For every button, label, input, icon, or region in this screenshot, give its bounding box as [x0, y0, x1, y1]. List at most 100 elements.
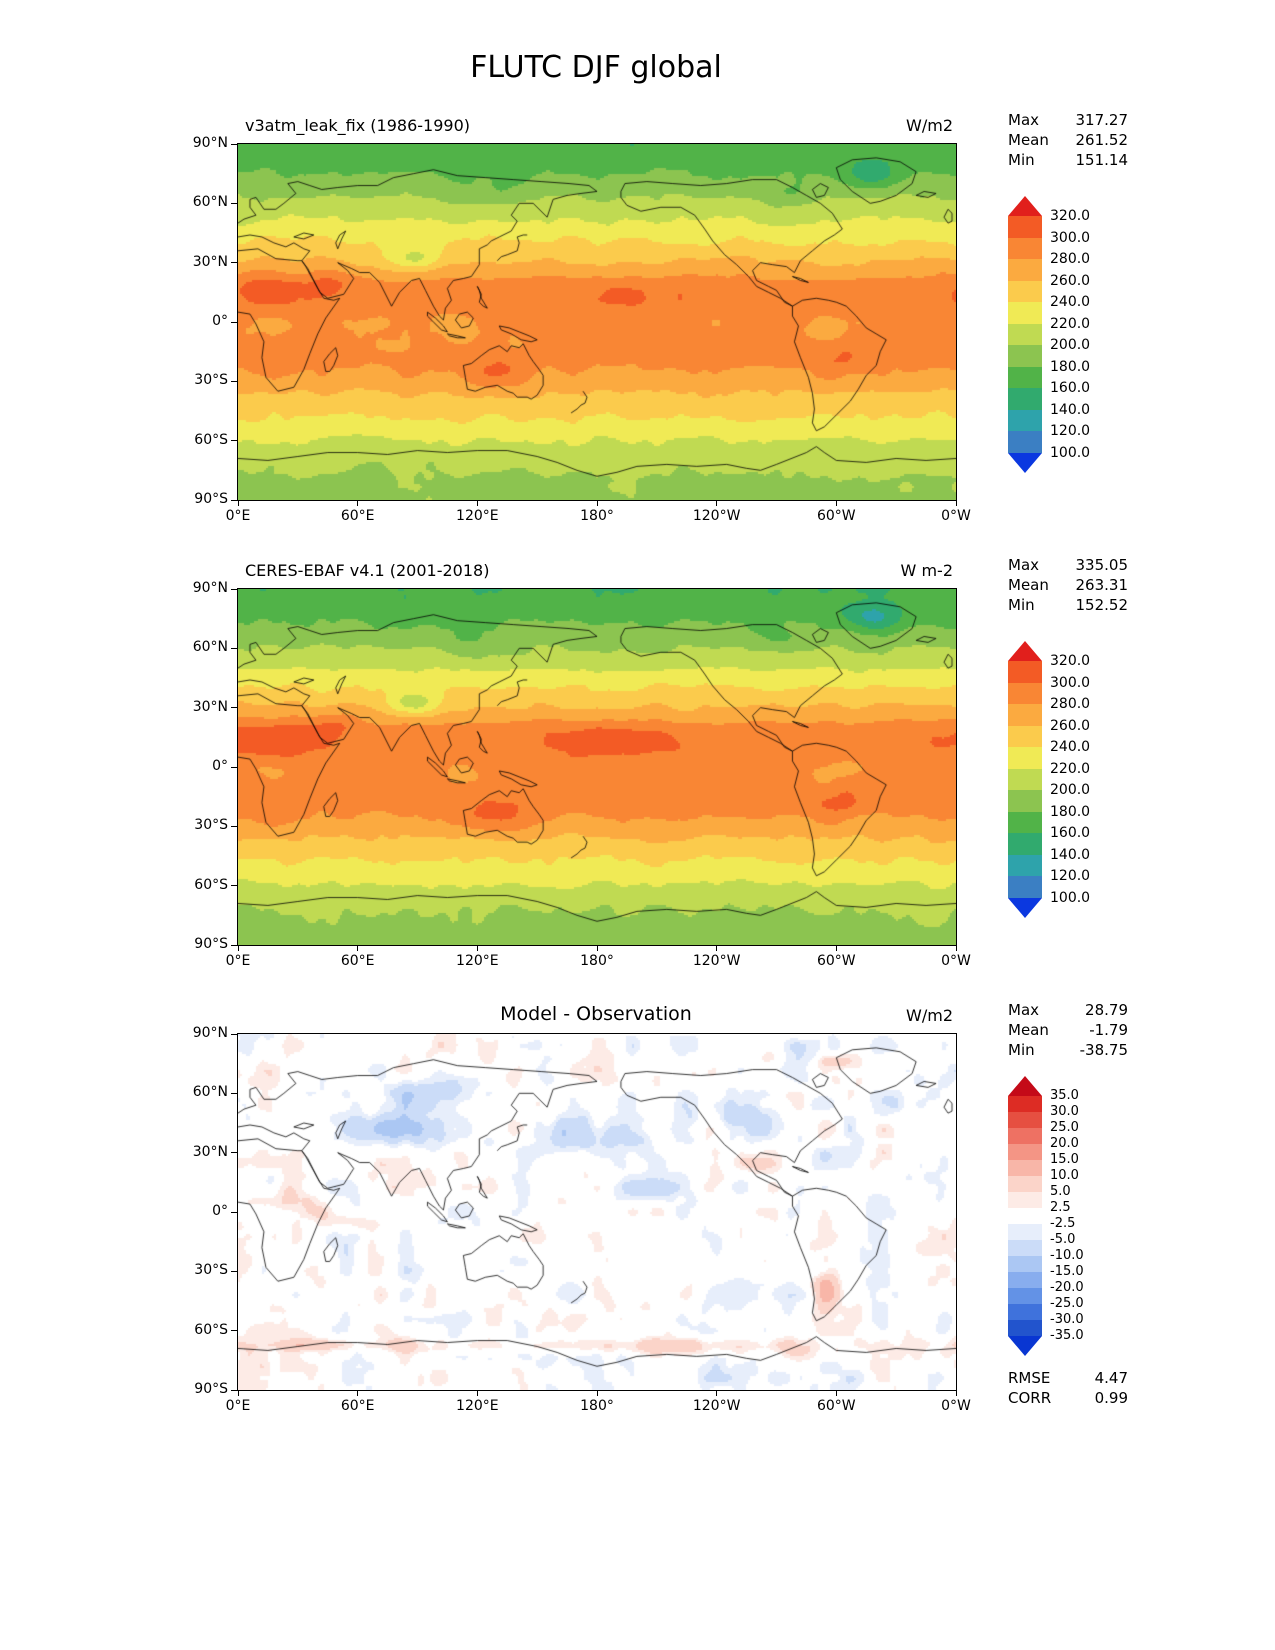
stat-min-label: Min: [1008, 151, 1035, 169]
stat-mean-label: Mean: [1008, 576, 1049, 594]
panel-diff-header: Model - Observation W/m2: [237, 1003, 955, 1030]
colorbar-segment: [1008, 725, 1042, 747]
metric-rmse: RMSE 4.47: [1008, 1368, 1128, 1388]
y-tick-label: 90°N: [192, 1025, 228, 1041]
colorbar-tick-label: 5.0: [1050, 1184, 1071, 1199]
x-tick-label: 120°E: [456, 953, 499, 969]
metric-rmse-label: RMSE: [1008, 1369, 1051, 1387]
colorbar-segment: [1008, 1176, 1042, 1192]
y-tick-label: 0°: [212, 758, 228, 774]
y-tick-mark: [231, 1270, 237, 1272]
colorbar-segment: [1008, 1160, 1042, 1176]
colorbar-tick-label: 220.0: [1050, 760, 1091, 777]
colorbar-segment: [1008, 280, 1042, 302]
panel-diff-title: Model - Observation: [500, 1003, 692, 1025]
x-tick-mark: [476, 500, 478, 506]
y-tick-mark: [231, 1389, 237, 1391]
y-tick-label: 30°N: [192, 698, 228, 715]
y-tick-mark: [231, 143, 237, 145]
x-tick-mark: [237, 500, 239, 506]
colorbar-segment: [1008, 876, 1042, 898]
colorbar-under-arrow: [1008, 452, 1042, 473]
y-tick-label: 90°N: [192, 580, 228, 596]
colorbar-segment: [1008, 1240, 1042, 1256]
colorbar-tick-label: 140.0: [1050, 401, 1091, 418]
colorbar-over-arrow: [1008, 641, 1042, 661]
stat-mean: Mean 261.52: [1008, 130, 1128, 150]
x-tick-mark: [955, 945, 957, 951]
y-tick-mark: [231, 766, 237, 768]
colorbar-segment: [1008, 768, 1042, 790]
x-tick-label: 0°E: [225, 953, 251, 969]
colorbar-tick-label: 160.0: [1050, 380, 1091, 396]
y-tick-mark: [231, 707, 237, 709]
colorbar-tick-label: 300.0: [1050, 229, 1091, 246]
x-tick-mark: [357, 1390, 359, 1396]
y-tick-mark: [231, 1092, 237, 1094]
y-tick-label: 30°S: [194, 1262, 228, 1279]
x-tick-label: 180°: [580, 953, 614, 969]
x-tick-mark: [716, 500, 718, 506]
colorbar-segment: [1008, 216, 1042, 238]
x-tick-mark: [476, 1390, 478, 1396]
panel-diff-units: W/m2: [906, 1006, 953, 1025]
y-tick-label: 30°N: [192, 1143, 228, 1160]
stat-max-label: Max: [1008, 111, 1040, 129]
colorbar-segment: [1008, 1112, 1042, 1128]
stat-min-value: 152.52: [1075, 596, 1129, 614]
map-obs: 0°E 60°E 120°E 180° 120°W 60°W 0°W 90°N 60°N 30°N…: [193, 580, 971, 969]
y-tick-label: 60°S: [194, 876, 228, 893]
y-tick-label: 90°S: [194, 936, 228, 952]
x-tick-label: 60°W: [816, 1398, 856, 1414]
y-tick-mark: [231, 944, 237, 946]
map-model: 0°E 60°E 120°E 180° 120°W 60°W 0°W 90°N 60°N 30°N…: [193, 135, 971, 524]
map-canvas-model: [238, 144, 956, 500]
colorbar-tick-label: 260.0: [1050, 717, 1091, 734]
colorbar-under-arrow: [1008, 1336, 1042, 1356]
colorbar-segment: [1008, 1288, 1042, 1304]
colorbar-bar: [1008, 196, 1042, 473]
y-tick-mark: [231, 1033, 237, 1035]
x-tick-label: 0°W: [941, 1398, 971, 1414]
y-tick-label: 0°: [212, 1203, 228, 1219]
colorbar-segment: [1008, 1208, 1042, 1224]
y-tick-mark: [231, 380, 237, 382]
x-tick-mark: [716, 1390, 718, 1396]
colorbar-tick-label: 15.0: [1050, 1152, 1079, 1167]
metric-rmse-value: 4.47: [1094, 1369, 1128, 1387]
x-tick-mark: [596, 945, 598, 951]
colorbar-tick-label: -2.5: [1050, 1216, 1076, 1231]
colorbar-under-arrow: [1008, 897, 1042, 918]
colorbar-segment: [1008, 323, 1042, 345]
colorbar-segment: [1008, 854, 1042, 876]
x-tick-label: 120°E: [456, 508, 499, 524]
colorbar-segment: [1008, 431, 1042, 453]
x-tick-label: 180°: [580, 508, 614, 524]
colorbar-tick-label: 160.0: [1050, 825, 1091, 841]
colorbar-segment: [1008, 1304, 1042, 1320]
figure-title: FLUTC DJF global: [470, 50, 722, 85]
y-tick-label: 30°N: [192, 253, 228, 270]
colorbar-tick-label: 180.0: [1050, 358, 1091, 375]
y-tick-mark: [231, 499, 237, 501]
colorbar-segment: [1008, 811, 1042, 833]
panel-obs-header: CERES-EBAF v4.1 (2001-2018) W m-2: [237, 561, 955, 585]
colorbar-tick-label: -5.0: [1050, 1232, 1076, 1247]
y-tick-mark: [231, 588, 237, 590]
colorbar-segment: [1008, 1224, 1042, 1240]
colorbar-segment: [1008, 1144, 1042, 1160]
colorbar-bar: [1008, 641, 1042, 918]
y-tick-label: 90°S: [194, 1381, 228, 1397]
metric-corr: CORR 0.99: [1008, 1388, 1128, 1408]
stat-max-value: 28.79: [1085, 1001, 1128, 1019]
x-tick-mark: [955, 500, 957, 506]
stat-mean: Mean 263.31: [1008, 575, 1128, 595]
colorbar-segment: [1008, 302, 1042, 324]
x-tick-mark: [955, 1390, 957, 1396]
colorbar-tick-label: 200.0: [1050, 782, 1091, 798]
x-tick-label: 60°E: [340, 1398, 375, 1414]
colorbar-segment: [1008, 790, 1042, 812]
stat-min-value: 151.14: [1075, 151, 1129, 169]
colorbar-tick-label: -20.0: [1050, 1280, 1084, 1295]
